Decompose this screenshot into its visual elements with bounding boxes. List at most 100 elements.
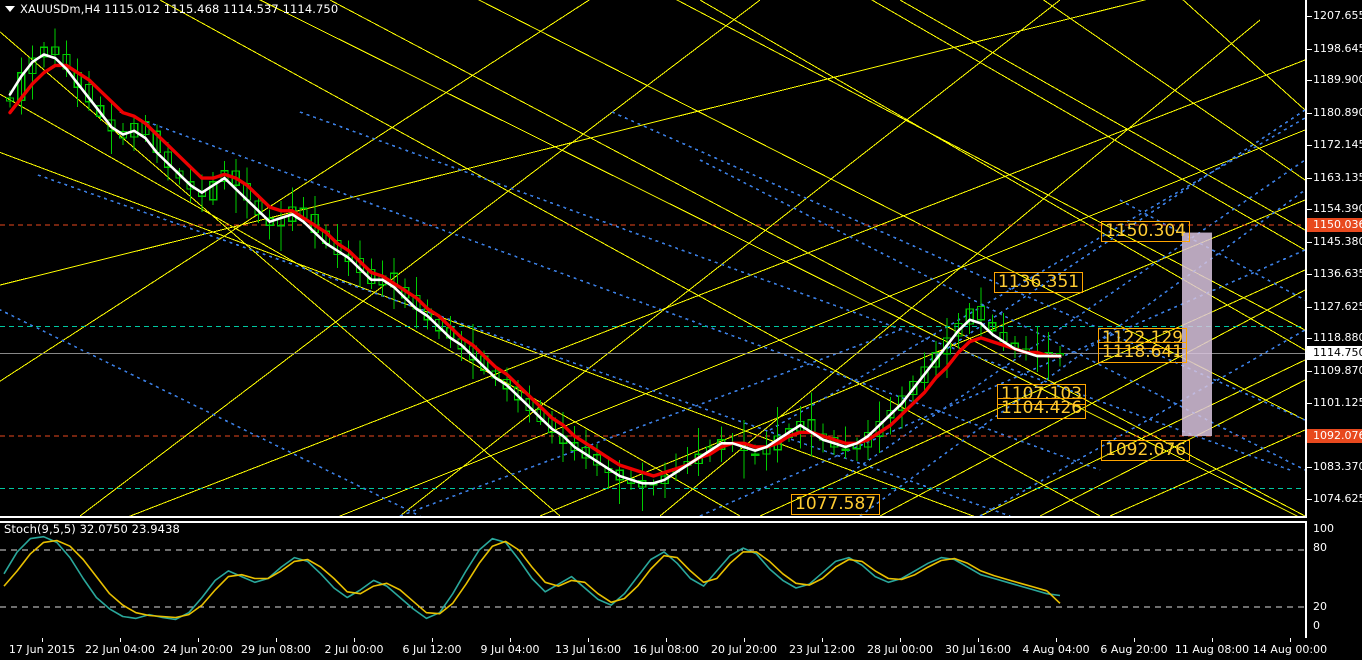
time-tickmark [1134, 638, 1135, 642]
candle-body [39, 46, 48, 58]
price-axis-label: 1154.390 [1313, 202, 1362, 216]
gann-trendline-14[interactable] [0, 60, 741, 516]
price-axis-alert-label[interactable]: 1150.036 [1307, 218, 1362, 233]
gann-trendline-11[interactable] [1000, 0, 1305, 181]
gann-trendline-15[interactable] [0, 0, 561, 516]
level-1092[interactable]: 1092.076 [1101, 440, 1191, 461]
candle-body [107, 119, 116, 132]
price-axis-label: 1136.635 [1313, 266, 1362, 280]
symbol-ohlc-header: XAUUSDm,H4 1115.012 1115.468 1114.537 11… [20, 2, 339, 16]
time-tickmark [120, 638, 121, 642]
price-axis-label: 1163.135 [1313, 170, 1362, 184]
gann-trendline-25[interactable] [1039, 379, 1305, 516]
time-axis-label: 29 Jun 08:00 [241, 643, 311, 656]
regression-channel-4[interactable] [699, 159, 1305, 471]
price-axis-label: 1180.890 [1313, 106, 1362, 120]
gann-trendline-1[interactable] [0, 0, 1305, 300]
candle-body [988, 322, 997, 332]
time-axis-label: 11 Aug 08:00 [1174, 643, 1250, 656]
gann-trendline-10[interactable] [979, 359, 1305, 516]
time-axis-label: 23 Jul 12:00 [789, 643, 855, 656]
time-axis-label: 17 Jun 2015 [8, 643, 76, 656]
regression-channel-9[interactable] [1119, 199, 1305, 301]
price-tickmark [1307, 144, 1312, 146]
stochastic-d-line[interactable] [3, 539, 1061, 619]
level-1136[interactable]: 1136.351 [994, 272, 1084, 293]
current-price-label: 1114.750 [1307, 346, 1362, 361]
moving-average-fast-line[interactable] [8, 53, 1062, 485]
candle-body [186, 181, 195, 190]
regression-channel-7[interactable] [929, 109, 1305, 361]
level-1118[interactable]: 1118.641 [1098, 342, 1188, 363]
gann-trendline-19[interactable] [899, 0, 1305, 231]
price-tickmark [1307, 113, 1312, 115]
candle-body [920, 366, 929, 384]
time-tickmark [354, 638, 355, 642]
time-tickmark [744, 638, 745, 642]
candle-body [209, 181, 218, 201]
gann-trendline-24[interactable] [879, 289, 1305, 516]
gann-trendline-5[interactable] [420, 0, 1305, 421]
price-axis-label: 1198.645 [1313, 41, 1362, 55]
stochastic-axis-label: 100 [1313, 522, 1334, 535]
time-tickmark [1212, 638, 1213, 642]
regression-channel-11[interactable] [699, 249, 1305, 516]
chart-menu-caret-icon[interactable] [5, 6, 15, 12]
price-tickmark [1307, 338, 1312, 340]
time-axis-label: 6 Aug 20:00 [1100, 643, 1168, 656]
stochastic-indicator-pane[interactable] [0, 521, 1307, 638]
gann-trendline-21[interactable] [79, 0, 761, 516]
price-chart-pane[interactable] [0, 0, 1307, 518]
candle-body [344, 254, 353, 263]
candle-body [96, 105, 105, 117]
regression-channel-5[interactable] [769, 117, 1305, 431]
price-tickmark [1307, 499, 1312, 501]
candle-body [942, 337, 952, 355]
gann-trendline-22[interactable] [399, 0, 1061, 516]
price-axis-alert-label[interactable]: 1092.076 [1307, 428, 1362, 443]
time-tickmark [1056, 638, 1057, 642]
candle-body [5, 97, 15, 102]
level-1104[interactable]: 1104.426 [997, 398, 1087, 419]
gann-trendline-0[interactable] [0, 130, 1305, 516]
candle-body [751, 453, 760, 456]
gann-trendline-6[interactable] [539, 199, 1305, 516]
time-axis-label: 24 Jun 20:00 [163, 643, 233, 656]
regression-channel-6[interactable] [839, 159, 1305, 481]
gann-trendline-20[interactable] [0, 0, 620, 420]
time-axis-label: 4 Aug 04:00 [1022, 643, 1090, 656]
time-axis-label: 30 Jul 16:00 [945, 643, 1011, 656]
regression-channel-13[interactable] [399, 329, 901, 516]
gann-trendline-4[interactable] [330, 129, 1305, 516]
gann-trendline-3[interactable] [200, 0, 1305, 516]
time-tickmark [510, 638, 511, 642]
price-axis-label: 1189.900 [1313, 73, 1362, 87]
regression-channel-2[interactable] [299, 111, 1291, 471]
gann-trendline-17[interactable] [159, 0, 1101, 516]
gann-trendline-12[interactable] [1109, 429, 1305, 516]
price-axis[interactable]: 1207.655 1198.645 1189.900 1180.890 1172.145… [1307, 0, 1362, 660]
gann-trendline-18[interactable] [699, 0, 1305, 351]
gann-trendline-2[interactable] [120, 59, 1305, 516]
time-tickmark [900, 638, 901, 642]
gann-trendline-9[interactable] [820, 0, 1305, 251]
price-tickmark [1307, 48, 1312, 50]
candle-body [976, 306, 986, 321]
level-1077[interactable]: 1077.587 [791, 494, 881, 515]
time-axis[interactable]: 17 Jun 2015 22 Jun 04:00 24 Jun 20:00 29 Ju… [0, 638, 1362, 660]
price-tickmark [1307, 80, 1312, 82]
price-tickmark [1307, 467, 1312, 469]
price-axis-label: 1207.655 [1313, 8, 1362, 22]
regression-channel-0[interactable] [37, 174, 1011, 516]
level-1150[interactable]: 1150.304 [1101, 221, 1191, 242]
moving-average-slow-line[interactable] [8, 63, 1062, 478]
stochastic-axis-label: 80 [1313, 541, 1327, 555]
regression-channel-1[interactable] [119, 111, 1101, 471]
gann-trendline-23[interactable] [659, 19, 1261, 516]
gann-trendline-8[interactable] [759, 269, 1305, 516]
price-tickmark [1307, 306, 1312, 308]
gann-trendline-16[interactable] [329, 0, 1305, 516]
gann-trendline-13[interactable] [1150, 0, 1305, 111]
regression-channel-12[interactable] [0, 300, 421, 516]
price-axis-label: 1118.880 [1313, 331, 1362, 345]
